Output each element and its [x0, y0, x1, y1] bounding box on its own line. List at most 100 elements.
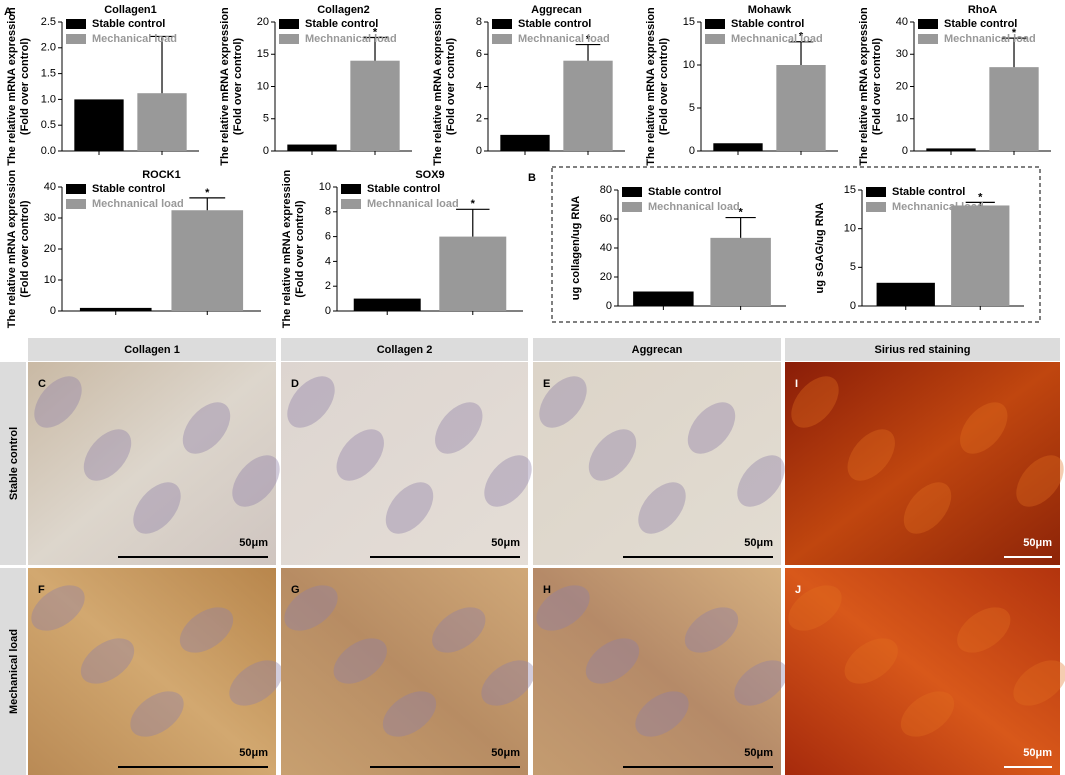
legend-label: Stable control	[731, 18, 804, 30]
significance-mark: *	[738, 206, 743, 218]
cell-nucleus	[791, 376, 839, 428]
row-header: Stable control	[8, 427, 20, 500]
panel-letter: E	[543, 378, 550, 390]
bar	[439, 236, 507, 311]
legend-label: Mechnanical load	[92, 198, 184, 210]
chart-title: SOX9	[415, 169, 444, 181]
y-axis-label: (Fold over control)	[19, 38, 31, 136]
panel-letter: H	[543, 584, 551, 596]
y-tick-label: 40	[896, 16, 908, 28]
cell-nucleus	[536, 585, 590, 631]
y-axis-label: The relative mRNA expression	[858, 7, 870, 166]
panel-letter: F	[38, 584, 45, 596]
y-tick-label: 2	[476, 113, 482, 125]
bar	[287, 144, 337, 151]
panel-label: B	[528, 172, 536, 184]
column-header-bg	[533, 338, 781, 361]
legend-swatch	[492, 34, 512, 44]
column-header: Sirius red staining	[875, 344, 971, 356]
column-header: Collagen 2	[377, 344, 433, 356]
significance-mark: *	[373, 26, 378, 38]
bar	[171, 210, 244, 311]
panel-letter: C	[38, 378, 46, 390]
cell-nucleus	[1016, 455, 1064, 507]
panel-letter: I	[795, 378, 798, 390]
legend-swatch	[279, 34, 299, 44]
y-tick-label: 0.5	[41, 119, 56, 131]
cell-nucleus	[585, 638, 640, 684]
cell-nucleus	[484, 455, 532, 507]
cell-nucleus	[83, 429, 132, 481]
y-tick-label: 0.0	[41, 145, 56, 157]
legend-swatch	[279, 19, 299, 29]
chart-title: ROCK1	[142, 169, 181, 181]
legend-label: Mechnanical load	[518, 33, 610, 45]
cell-nucleus	[1013, 660, 1065, 706]
y-axis-label: (Fold over control)	[232, 38, 244, 136]
y-axis-label: The relative mRNA expression	[645, 7, 657, 166]
y-axis-label: The relative mRNA expression	[6, 169, 18, 328]
legend-swatch	[705, 34, 725, 44]
y-tick-label: 2.5	[41, 16, 56, 28]
column-header: Aggrecan	[632, 344, 683, 356]
y-tick-label: 60	[600, 213, 612, 225]
y-tick-label: 0	[476, 145, 482, 157]
cell-nucleus	[34, 376, 82, 428]
scale-label: 50μm	[239, 747, 268, 759]
significance-mark: *	[586, 33, 591, 45]
bar	[500, 134, 550, 151]
legend-label: Stable control	[305, 18, 378, 30]
scale-label: 50μm	[491, 537, 520, 549]
y-tick-label: 0	[50, 305, 56, 317]
y-tick-label: 5	[263, 113, 269, 125]
cell-nucleus	[737, 455, 785, 507]
cell-nucleus	[133, 482, 181, 534]
column-header: Collagen 1	[124, 344, 180, 356]
legend-label: Stable control	[518, 18, 591, 30]
y-axis-label: The relative mRNA expression	[432, 7, 444, 166]
y-tick-label: 10	[896, 113, 908, 125]
y-tick-label: 0	[850, 300, 856, 312]
bar	[137, 93, 187, 151]
panel-letter: J	[795, 584, 801, 596]
cell-nucleus	[432, 607, 486, 653]
bar	[713, 143, 763, 151]
legend-label: Stable control	[944, 18, 1017, 30]
row-header-bg	[0, 568, 26, 775]
scale-label: 50μm	[1023, 747, 1052, 759]
y-tick-label: 10	[257, 80, 269, 92]
micrograph	[785, 568, 1060, 775]
legend-label: Mechnanical load	[305, 33, 397, 45]
panel-label: A	[4, 6, 12, 18]
cell-nucleus	[182, 402, 231, 454]
panel-letter: G	[291, 584, 300, 596]
y-tick-label: 20	[600, 271, 612, 283]
y-tick-label: 15	[844, 184, 856, 196]
y-tick-label: 20	[896, 80, 908, 92]
y-axis-label: (Fold over control)	[294, 200, 306, 298]
cell-nucleus	[435, 402, 483, 454]
y-axis-label: (Fold over control)	[19, 200, 31, 298]
y-tick-label: 10	[683, 59, 695, 71]
column-header-bg	[281, 338, 528, 361]
chart-title: Mohawk	[748, 4, 792, 16]
bar	[563, 60, 613, 152]
legend-label: Mechnanical load	[731, 33, 823, 45]
significance-mark: *	[1012, 27, 1017, 39]
cell-nucleus	[844, 638, 898, 684]
bar	[876, 282, 935, 306]
bar	[776, 65, 826, 151]
y-tick-label: 20	[44, 243, 56, 255]
y-tick-label: 15	[683, 16, 695, 28]
bar	[350, 60, 400, 152]
micrograph	[281, 568, 528, 775]
legend-swatch	[622, 187, 642, 197]
legend-swatch	[66, 199, 86, 209]
legend-swatch	[866, 202, 886, 212]
y-axis-label: The relative mRNA expression	[6, 7, 18, 166]
y-tick-label: 0	[689, 145, 695, 157]
legend-label: Mechanical load	[92, 33, 177, 45]
legend-label: Stable control	[892, 186, 965, 198]
y-tick-label: 10	[44, 274, 56, 286]
